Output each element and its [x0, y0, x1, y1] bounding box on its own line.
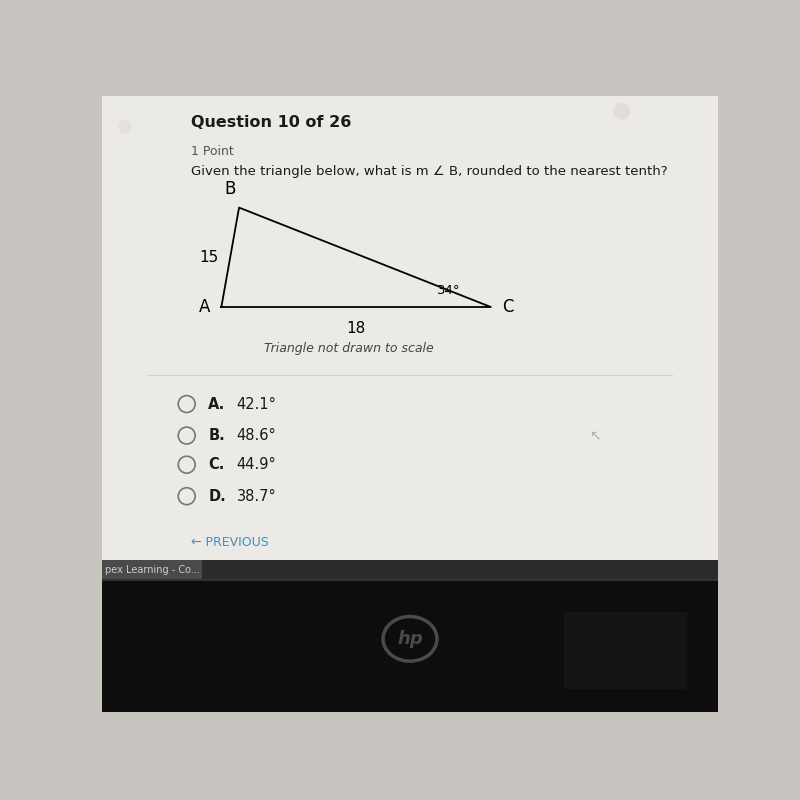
Text: 1 Point: 1 Point	[190, 146, 234, 158]
Text: B.: B.	[208, 428, 225, 443]
Ellipse shape	[118, 120, 132, 134]
Bar	[102, 559, 718, 581]
Bar	[102, 581, 718, 712]
Ellipse shape	[614, 103, 630, 120]
Text: 15: 15	[199, 250, 218, 265]
Bar	[102, 559, 202, 581]
Text: ← PREVIOUS: ← PREVIOUS	[190, 536, 268, 549]
Text: 42.1°: 42.1°	[237, 397, 277, 411]
Text: Question 10 of 26: Question 10 of 26	[190, 115, 351, 130]
Text: 34°: 34°	[437, 283, 460, 297]
Text: ↖: ↖	[589, 429, 601, 442]
Text: pex Learning - Co...: pex Learning - Co...	[105, 566, 199, 575]
Text: A: A	[198, 298, 210, 316]
Bar	[564, 612, 687, 689]
Text: 38.7°: 38.7°	[237, 489, 277, 504]
Text: A.: A.	[208, 397, 226, 411]
Text: B: B	[224, 180, 235, 198]
Text: 18: 18	[346, 321, 366, 336]
Text: hp: hp	[397, 630, 423, 648]
Text: C: C	[502, 298, 514, 316]
Text: Triangle not drawn to scale: Triangle not drawn to scale	[263, 342, 434, 354]
Text: Given the triangle below, what is m ∠ B, rounded to the nearest tenth?: Given the triangle below, what is m ∠ B,…	[190, 165, 667, 178]
Text: D.: D.	[208, 489, 226, 504]
Text: 48.6°: 48.6°	[237, 428, 277, 443]
Text: C.: C.	[208, 457, 225, 472]
Text: 44.9°: 44.9°	[237, 457, 277, 472]
Bar	[102, 96, 718, 581]
